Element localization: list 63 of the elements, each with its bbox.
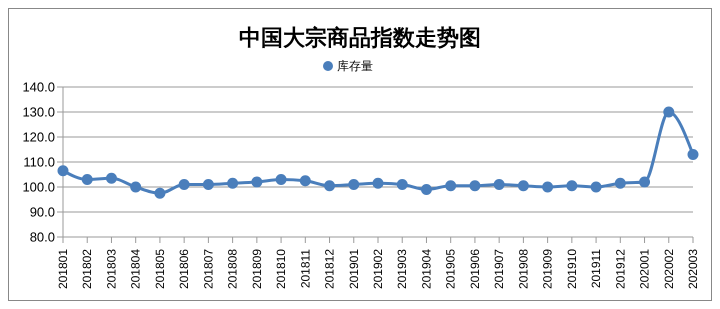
x-tick-label: 201903	[395, 248, 410, 290]
point	[106, 172, 117, 184]
x-tick-label: 201912	[613, 248, 628, 290]
point	[614, 178, 626, 189]
x-tick-label: 201810	[274, 248, 288, 290]
x-tick-label: 201803	[104, 248, 118, 290]
x-tick-label: 201801	[56, 248, 70, 290]
point	[227, 178, 238, 189]
point	[154, 188, 166, 199]
point	[276, 174, 287, 185]
y-tick-label: 120.0	[22, 130, 55, 145]
point	[130, 182, 142, 192]
point	[324, 180, 336, 192]
point	[639, 176, 650, 188]
y-tick-label: 140.0	[22, 80, 55, 95]
x-tick-label: 201808	[226, 248, 240, 290]
x-tick-label: 201901	[346, 248, 361, 290]
point	[663, 106, 674, 118]
y-tick-label: 100.0	[22, 180, 55, 195]
point	[396, 179, 408, 190]
point	[420, 184, 432, 195]
point	[445, 180, 456, 192]
point	[566, 180, 578, 192]
point	[688, 149, 698, 160]
point	[58, 165, 68, 176]
x-tick-label: 201802	[80, 248, 94, 290]
x-tick-label: 202002	[662, 248, 676, 290]
x-tick-label: 201911	[589, 248, 604, 288]
x-tick-label: 201812	[322, 248, 337, 290]
x-tick-label: 201906	[468, 248, 482, 290]
point	[82, 174, 93, 185]
point	[494, 179, 505, 190]
x-tick-label: 201805	[152, 248, 167, 290]
x-tick-label: 201807	[201, 248, 216, 290]
point	[518, 180, 529, 192]
point	[202, 179, 214, 190]
point	[251, 176, 262, 188]
point	[348, 179, 360, 190]
x-tick-label: 201908	[516, 248, 530, 290]
point	[542, 182, 554, 192]
point	[469, 180, 480, 192]
x-tick-label: 201902	[371, 248, 385, 290]
point	[178, 179, 190, 190]
point	[300, 175, 311, 186]
y-tick-label: 90.0	[30, 204, 55, 220]
x-tick-label: 202001	[638, 248, 652, 290]
x-tick-label: 201910	[564, 248, 579, 290]
x-tick-label: 201811	[298, 248, 312, 288]
x-tick-label: 201907	[492, 248, 506, 290]
chart-title: 中国大宗商品指数走势图	[238, 24, 482, 52]
legend-label: 库存量	[337, 59, 373, 73]
point	[372, 178, 384, 189]
x-tick-label: 201904	[419, 248, 434, 290]
x-tick-label: 201909	[540, 248, 555, 290]
y-tick-label: 130.0	[22, 104, 55, 120]
point	[590, 182, 602, 192]
x-tick-label: 201809	[250, 248, 264, 290]
x-tick-label: 202003	[686, 248, 700, 290]
x-tick-label: 201806	[177, 248, 192, 290]
x-tick-label: 201804	[128, 248, 143, 290]
x-tick-label: 201905	[444, 248, 458, 290]
y-tick-label: 110.0	[23, 154, 55, 170]
y-tick-label: 80.0	[30, 230, 55, 245]
